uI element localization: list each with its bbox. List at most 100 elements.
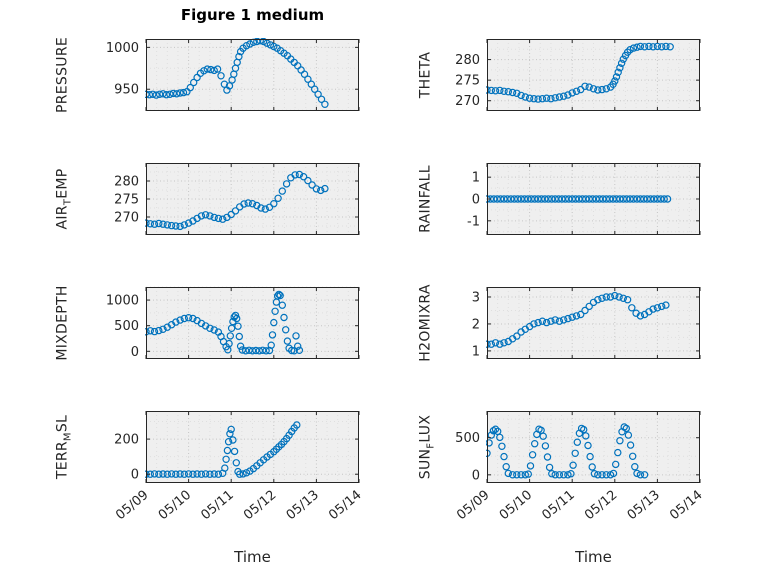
y-tick-label: 1000 [106,41,139,56]
ylabel-text: H2OMIXRA [417,284,434,362]
y-tick-labels: 0 500 [455,431,480,483]
subplot-sun-flux: 0 500 05/09 05/10 05/11 05/12 05/13 05/14 [454,411,706,523]
y-tick-label: 3 [472,290,480,305]
ylabel-text: PRESSURE [54,36,71,114]
data-series-pressure [145,38,329,109]
subplot-rainfall: -1 0 1 [467,163,701,235]
tick-marks [145,411,360,483]
x-axis-label-right: Time [575,548,612,566]
subplot-terr-msl: 0 200 05/09 05/10 05/11 05/12 05/13 05/14 [113,411,365,523]
x-tick-label: 05/13 [625,488,663,524]
y-axis-label-air-temp: AIRTEMP [55,168,74,229]
tick-marks [486,163,701,235]
x-tick-label: 05/09 [113,488,151,524]
ylabel-subscript: M [62,432,74,442]
ylabel-subscript: T [62,198,74,206]
y-tick-label: 0 [472,468,480,483]
y-axis-label-mixdepth: MIXDEPTH [55,285,74,360]
plot-area-sun-flux: 0 500 05/09 05/10 05/11 05/12 05/13 05/14 [454,411,706,523]
y-tick-labels: 270 275 280 [455,53,480,109]
x-tick-label: 05/11 [198,488,236,524]
y-tick-labels: 270 275 280 [114,175,139,226]
tick-marks [145,39,360,111]
plot-area-pressure: 950 1000 [106,38,360,111]
ylabel-text: LUX [417,414,434,443]
tick-marks [145,287,360,359]
grid-lines [487,39,700,111]
ylabel-text: TERR [54,441,71,480]
y-tick-label: 500 [455,431,480,446]
ylabel-text: SUN [417,448,434,480]
grid-lines [487,163,700,235]
x-tick-label: 05/09 [454,488,492,524]
y-tick-label: 275 [455,74,480,89]
subplot-mixdepth: 0 500 1000 [106,286,360,360]
y-axis-label-terr-msl: TERRMSL [55,415,74,479]
data-series-theta [486,42,674,103]
y-tick-label: 275 [114,193,139,208]
y-tick-label: 1 [472,344,480,359]
x-axis-label-left: Time [234,548,271,566]
y-tick-labels: 0 200 [114,433,139,483]
plot-area-terr-msl: 0 200 05/09 05/10 05/11 05/12 05/13 05/14 [113,411,365,523]
y-axis-label-sun-flux: SUNFLUX [418,415,437,479]
y-tick-label: 1000 [106,294,139,309]
y-tick-label: 270 [455,94,480,109]
ylabel-text: MIXDEPTH [54,285,71,361]
data-series-rainfall [486,195,672,203]
x-tick-label: 05/14 [326,488,364,524]
plot-area-air-temp: 270 275 280 [114,163,360,235]
y-tick-label: 500 [114,319,139,334]
y-axis-label-theta: THETA [418,52,437,98]
ylabel-text: AIR [54,205,71,230]
ylabel-text: RAINFALL [417,165,434,233]
x-tick-labels: 05/09 05/10 05/11 05/12 05/13 05/14 [113,488,364,524]
data-series-terr-msl [145,421,301,478]
plot-area-theta: 270 275 280 [455,39,701,111]
grid-lines [146,39,359,111]
ylabel-text: EMP [54,168,71,199]
tick-marks [486,287,701,359]
subplot-h2omixra: 1 2 3 [472,287,701,359]
x-tick-label: 05/12 [241,488,279,524]
x-tick-label: 05/11 [539,488,577,524]
data-series-mixdepth [145,290,304,355]
subplot-theta: 270 275 280 [455,39,701,111]
grid-lines [487,287,700,359]
y-tick-labels: 950 1000 [106,41,139,98]
y-tick-label: 0 [472,193,480,208]
y-tick-labels: 0 500 1000 [106,294,139,360]
subplot-air-temp: 270 275 280 [114,163,360,235]
data-series-h2omixra [486,291,670,348]
x-tick-label: 05/13 [284,488,322,524]
y-axis-label-rainfall: RAINFALL [418,165,437,233]
plot-area-h2omixra: 1 2 3 [472,287,701,359]
tick-marks [486,411,701,483]
tick-marks [486,39,701,111]
subplot-pressure: 950 1000 [106,38,360,111]
y-tick-label: 950 [114,83,139,98]
y-tick-label: 0 [131,468,139,483]
y-tick-label: 1 [472,171,480,186]
y-tick-label: 280 [114,175,139,190]
figure-title: Figure 1 medium [180,6,325,24]
x-tick-label: 05/10 [497,488,535,524]
plot-area-mixdepth: 0 500 1000 [106,286,360,360]
data-series-sun-flux [486,423,649,479]
ylabel-text: SL [54,414,71,433]
y-axis-label-pressure: PRESSURE [55,37,74,113]
y-tick-label: 2 [472,317,480,332]
y-tick-label: 280 [455,53,480,68]
y-tick-label: 0 [131,345,139,360]
x-tick-labels: 05/09 05/10 05/11 05/12 05/13 05/14 [454,488,705,524]
y-tick-label: 200 [114,433,139,448]
tick-marks [145,163,360,235]
ylabel-subscript: F [425,442,437,449]
plot-area-rainfall: -1 0 1 [467,163,701,235]
x-tick-label: 05/10 [156,488,194,524]
x-tick-label: 05/14 [667,488,705,524]
y-tick-label: 270 [114,211,139,226]
data-series-air-temp [145,170,329,231]
y-tick-labels: 1 2 3 [472,290,480,359]
